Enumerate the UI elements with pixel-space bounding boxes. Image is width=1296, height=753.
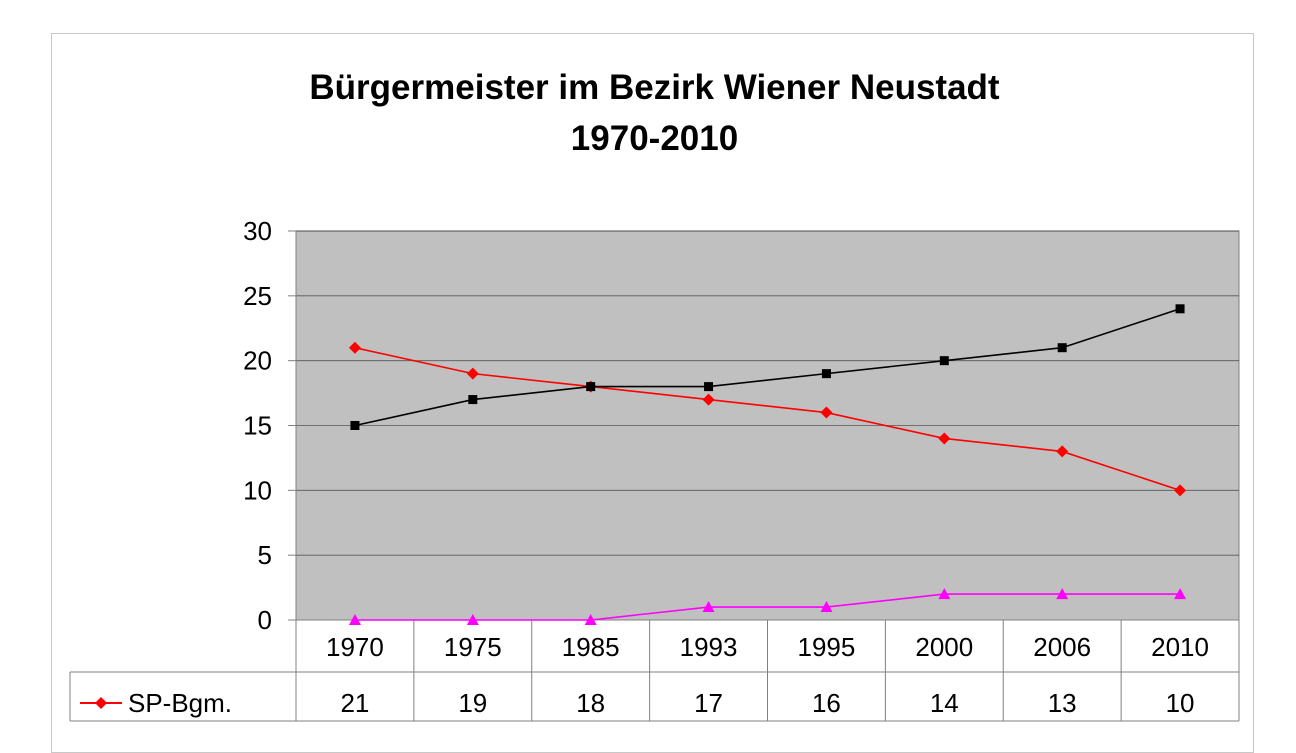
data-point: [1056, 588, 1069, 600]
line-chart: 0 5 10 15 20 25 30 1970 1975 1985 1993 1995 2000 200…: [69, 216, 1240, 722]
chart-title-line-2: 1970-2010: [570, 119, 739, 158]
y-tick-label: 0: [258, 605, 272, 635]
data-point: [821, 369, 831, 379]
x-tick-label: 1975: [444, 632, 502, 662]
data-table-cell: 13: [1048, 688, 1077, 718]
data-table-cell: 14: [930, 688, 959, 718]
data-point: [348, 614, 361, 625]
data-point: [466, 614, 479, 625]
x-tick-label: 2010: [1151, 632, 1209, 662]
data-point: [820, 406, 833, 419]
data-point: [584, 614, 597, 625]
data-table-cell: 16: [812, 688, 841, 718]
y-tick-label: 20: [243, 346, 272, 376]
y-tick-label: 25: [243, 281, 272, 311]
data-table-cell: 21: [340, 688, 369, 718]
data-point: [938, 432, 951, 445]
chart-title: Bürgermeister im Bezirk Wiener Neustadt …: [0, 62, 1296, 164]
chart-title-line-1: Bürgermeister im Bezirk Wiener Neustadt: [309, 68, 1000, 107]
data-point: [466, 367, 479, 380]
x-tick-label: 2000: [915, 632, 973, 662]
series-3: [348, 588, 1187, 625]
x-tick-label: 1995: [798, 632, 856, 662]
data-point: [702, 393, 715, 406]
x-tick-label: 1985: [562, 632, 620, 662]
series-1: [348, 341, 1187, 497]
data-point: [702, 601, 715, 613]
data-table-cell: 18: [576, 688, 605, 718]
series-group: [348, 304, 1187, 625]
data-point: [938, 588, 951, 600]
y-tick-label: 30: [243, 216, 272, 246]
series-line: [354, 346, 1181, 492]
legend-key-marker: [95, 697, 107, 709]
data-point: [350, 421, 360, 430]
data-point: [468, 395, 478, 405]
data-point: [1175, 304, 1185, 314]
data-table: 1970 1975 1985 1993 1995 2000 2006 2010 21 19 18 17…: [69, 619, 1240, 722]
data-point: [1174, 588, 1187, 600]
y-tick-label: 15: [243, 411, 272, 441]
series-2: [350, 304, 1185, 430]
x-tick-label: 1993: [680, 632, 738, 662]
data-point: [1056, 445, 1069, 458]
data-point: [704, 382, 714, 392]
x-tick-label: 2006: [1033, 632, 1091, 662]
series-line: [354, 308, 1181, 427]
data-table-cell: 10: [1166, 688, 1195, 718]
data-point: [586, 382, 596, 392]
y-tick-label: 10: [243, 475, 272, 505]
data-table-cell: 17: [694, 688, 723, 718]
x-tick-label: 1970: [326, 632, 384, 662]
y-axis: 0 5 10 15 20 25 30: [243, 216, 297, 721]
data-point: [939, 356, 949, 366]
legend-label: SP-Bgm.: [128, 688, 232, 718]
series-line: [354, 593, 1181, 621]
data-point: [1057, 343, 1067, 353]
data-point: [820, 601, 833, 613]
data-point: [1174, 484, 1187, 497]
data-point: [348, 341, 361, 354]
data-table-cell: 19: [458, 688, 487, 718]
y-tick-label: 5: [258, 540, 272, 570]
